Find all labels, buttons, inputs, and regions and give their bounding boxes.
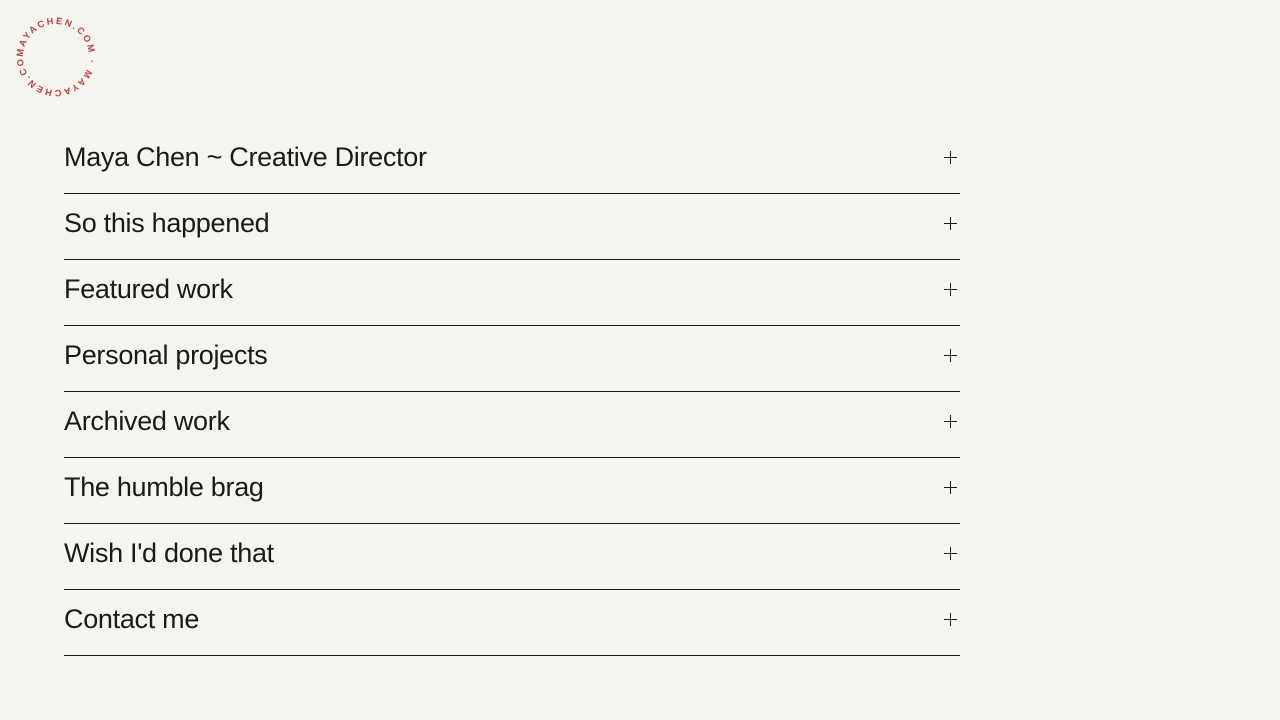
- menu-item-label: Featured work: [64, 274, 233, 304]
- menu-row-humble-brag[interactable]: The humble brag: [64, 458, 960, 524]
- menu-item-label: So this happened: [64, 208, 270, 238]
- menu-row-contact-me[interactable]: Contact me: [64, 590, 960, 656]
- plus-icon[interactable]: [944, 217, 957, 230]
- plus-icon[interactable]: [944, 415, 957, 428]
- circular-wordmark-icon: MAYACHEN.COM · MAYACHEN.COM ·: [6, 4, 95, 98]
- menu-row-wish-id-done-that[interactable]: Wish I'd done that: [64, 524, 960, 590]
- plus-icon[interactable]: [944, 613, 957, 626]
- menu-row-featured-work[interactable]: Featured work: [64, 260, 960, 326]
- plus-icon[interactable]: [944, 547, 957, 560]
- plus-icon[interactable]: [944, 481, 957, 494]
- menu-item-label: Contact me: [64, 604, 200, 634]
- plus-icon[interactable]: [944, 151, 957, 164]
- menu-row-personal-projects[interactable]: Personal projects: [64, 326, 960, 392]
- logo-textpath: MAYACHEN.COM · MAYACHEN.COM ·: [6, 4, 95, 98]
- menu-item-label: The humble brag: [64, 472, 264, 502]
- logo-circular-text: MAYACHEN.COM · MAYACHEN.COM ·: [6, 4, 97, 98]
- plus-icon[interactable]: [944, 283, 957, 296]
- menu-row-so-this-happened[interactable]: So this happened: [64, 194, 960, 260]
- menu-item-label: Archived work: [64, 406, 230, 436]
- plus-icon[interactable]: [944, 349, 957, 362]
- accordion-menu: Maya Chen ~ Creative Director So this ha…: [64, 128, 960, 656]
- menu-item-label: Wish I'd done that: [64, 538, 274, 568]
- menu-item-label: Personal projects: [64, 340, 268, 370]
- menu-item-label: Maya Chen ~ Creative Director: [64, 142, 427, 172]
- menu-row-archived-work[interactable]: Archived work: [64, 392, 960, 458]
- menu-row-intro[interactable]: Maya Chen ~ Creative Director: [64, 128, 960, 194]
- site-logo[interactable]: MAYACHEN.COM · MAYACHEN.COM ·: [6, 4, 101, 102]
